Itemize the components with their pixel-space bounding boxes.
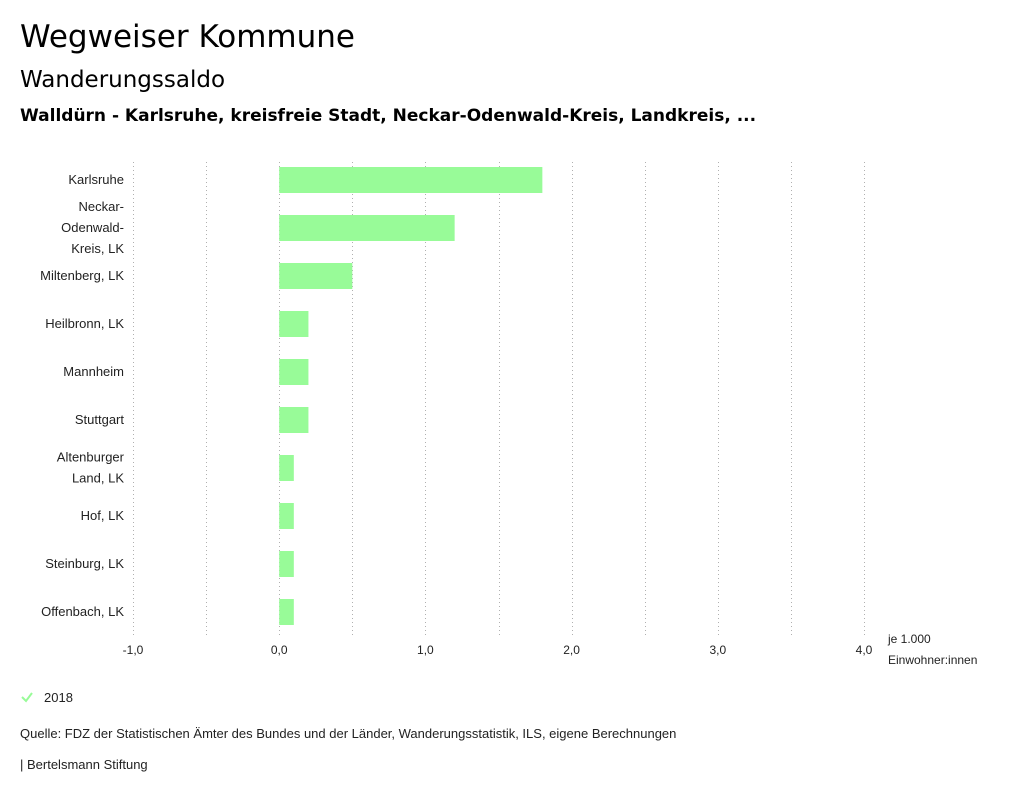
legend[interactable]: 2018 — [20, 686, 73, 708]
bar — [279, 455, 294, 481]
category-label: Miltenberg, LK — [40, 268, 124, 283]
category-label: Land, LK — [72, 471, 124, 486]
legend-label: 2018 — [44, 689, 73, 705]
x-tick-label: 2,0 — [563, 643, 580, 657]
x-tick-label: 3,0 — [709, 643, 726, 657]
region-label: Walldürn - Karlsruhe, kreisfreie Stadt, … — [20, 106, 757, 126]
chart-title: Wegweiser Kommune — [20, 19, 355, 55]
bar — [279, 311, 309, 337]
category-label: Stuttgart — [75, 412, 125, 427]
check-icon — [21, 692, 33, 703]
category-label: Hof, LK — [81, 508, 125, 523]
category-label: Kreis, LK — [71, 241, 124, 256]
bar — [279, 503, 294, 529]
x-tick-label: -1,0 — [123, 643, 144, 657]
bar — [279, 599, 294, 625]
x-tick-label: 1,0 — [417, 643, 434, 657]
x-unit-label: je 1.000 — [887, 632, 931, 646]
bar — [279, 407, 309, 433]
bar — [279, 359, 309, 385]
bar — [279, 215, 455, 241]
source-note: Quelle: FDZ der Statistischen Ämter des … — [20, 726, 677, 741]
category-label: Karlsruhe — [68, 172, 124, 187]
category-label: Offenbach, LK — [41, 604, 124, 619]
category-label: Neckar- — [78, 199, 124, 214]
category-label: Heilbronn, LK — [45, 316, 124, 331]
brand-label: | Bertelsmann Stiftung — [20, 757, 148, 772]
chart-subtitle: Wanderungssaldo — [20, 67, 226, 93]
x-tick-label: 0,0 — [271, 643, 288, 657]
category-label: Steinburg, LK — [45, 556, 124, 571]
bar — [279, 551, 294, 577]
category-label: Mannheim — [63, 364, 124, 379]
bar — [279, 167, 543, 193]
bar — [279, 263, 353, 289]
category-label: Odenwald- — [61, 220, 124, 235]
category-label: Altenburger — [57, 450, 125, 465]
x-unit-label: Einwohner:innen — [888, 653, 977, 667]
x-tick-label: 4,0 — [856, 643, 873, 657]
